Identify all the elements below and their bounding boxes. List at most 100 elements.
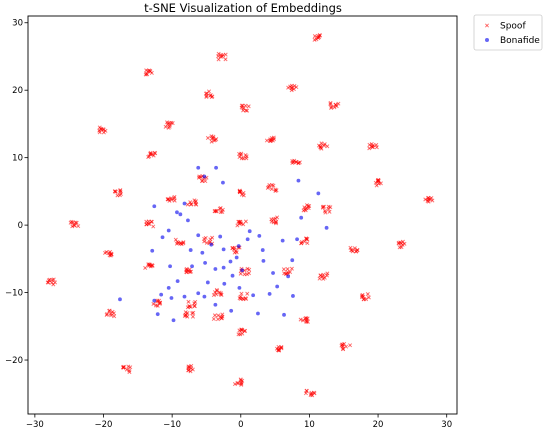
- spoof-point: [150, 263, 155, 268]
- spoof-point: [45, 280, 50, 285]
- spoof-cluster: [298, 315, 310, 324]
- spoof-point: [145, 72, 150, 77]
- spoof-point: [237, 328, 242, 333]
- spoof-point: [267, 182, 272, 188]
- spoof-point: [243, 219, 248, 224]
- spoof-point: [218, 205, 223, 211]
- spoof-point: [320, 274, 325, 279]
- spoof-point: [293, 159, 298, 164]
- spoof-cluster: [316, 141, 330, 151]
- spoof-point: [317, 33, 322, 38]
- spoof-point: [342, 341, 347, 346]
- spoof-cluster: [281, 266, 294, 276]
- spoof-point: [369, 141, 374, 147]
- bonafide-point: [203, 260, 207, 265]
- spoof-point: [426, 199, 431, 204]
- spoof-point: [240, 327, 245, 332]
- spoof-point: [341, 347, 346, 352]
- bonafide-point: [182, 201, 187, 206]
- spoof-point: [209, 139, 214, 144]
- bonafide-point: [182, 294, 187, 299]
- spoof-cluster: [182, 310, 196, 319]
- spoof-point: [367, 146, 372, 151]
- spoof-cluster: [203, 89, 215, 100]
- spoof-cluster: [396, 239, 407, 250]
- bonafide-point: [299, 215, 304, 220]
- bonafide-point: [251, 293, 256, 298]
- spoof-cluster: [239, 103, 251, 113]
- spoof-point: [149, 219, 154, 224]
- legend: Spoof Bonafide: [473, 14, 543, 51]
- spoof-point: [232, 382, 238, 387]
- spoof-point: [166, 125, 171, 130]
- spoof-cluster: [238, 266, 252, 277]
- spoof-point: [328, 102, 333, 107]
- bonafide-point: [152, 298, 157, 303]
- spoof-point: [169, 197, 174, 202]
- spoof-point: [244, 272, 250, 277]
- spoof-point: [147, 154, 152, 159]
- spoof-cluster: [232, 377, 245, 387]
- bonafide-point: [202, 174, 207, 179]
- bonafide-point: [290, 258, 295, 263]
- bonafide-point: [209, 242, 214, 247]
- spoof-point: [152, 150, 157, 155]
- spoof-point: [218, 292, 223, 297]
- spoof-point: [186, 368, 191, 373]
- spoof-point: [274, 219, 279, 224]
- spoof-cluster: [264, 135, 277, 144]
- spoof-point: [126, 364, 131, 369]
- bonafide-point: [228, 259, 233, 264]
- spoof-point: [245, 291, 250, 296]
- spoof-point: [211, 134, 216, 139]
- spoof-point: [101, 127, 106, 132]
- bonafide-point: [190, 264, 194, 269]
- axes-frame: [27, 15, 458, 415]
- spoof-point: [153, 303, 159, 308]
- bonafide-point: [261, 258, 266, 263]
- bonafide-point: [257, 234, 262, 238]
- spoof-point: [220, 209, 225, 215]
- spoof-point: [151, 301, 156, 306]
- bonafide-point: [159, 292, 164, 297]
- spoof-point: [172, 196, 177, 201]
- spoof-point: [286, 85, 291, 90]
- bonafide-point: [213, 267, 218, 271]
- bonafide-point: [171, 318, 176, 323]
- bonafide-point: [166, 228, 171, 233]
- spoof-point: [186, 299, 191, 304]
- bonafide-point: [213, 302, 218, 307]
- spoof-cluster: [367, 141, 379, 151]
- spoof-point: [70, 220, 76, 225]
- spoof-point: [74, 220, 79, 225]
- y-tick-label: 30: [12, 19, 23, 29]
- bonafide-point: [221, 180, 225, 185]
- spoof-point: [219, 52, 224, 57]
- bonafide-point: [237, 285, 242, 290]
- spoof-point: [400, 239, 405, 244]
- spoof-cluster: [184, 266, 194, 275]
- spoof-point: [426, 195, 431, 200]
- bonafide-point: [296, 178, 301, 183]
- spoof-cluster: [103, 249, 114, 258]
- spoof-point: [232, 250, 237, 255]
- spoof-point: [173, 237, 178, 242]
- spoof-point: [70, 224, 75, 229]
- spoof-point: [304, 388, 309, 394]
- spoof-point: [374, 145, 379, 150]
- spoof-cluster: [186, 363, 195, 374]
- spoof-point: [292, 83, 297, 89]
- spoof-point: [296, 161, 301, 166]
- spoof-cluster: [274, 344, 284, 353]
- x-tick-label: 20: [373, 420, 384, 430]
- spoof-point: [239, 105, 244, 110]
- spoof-point: [239, 192, 244, 197]
- bonafide-point: [316, 191, 321, 196]
- spoof-cluster: [97, 125, 108, 135]
- spoof-point: [273, 187, 278, 192]
- spoof-cluster: [185, 299, 198, 310]
- spoof-point: [165, 197, 170, 202]
- bonafide-point: [295, 237, 299, 242]
- bonafide-point: [160, 235, 165, 240]
- spoof-point: [245, 266, 250, 271]
